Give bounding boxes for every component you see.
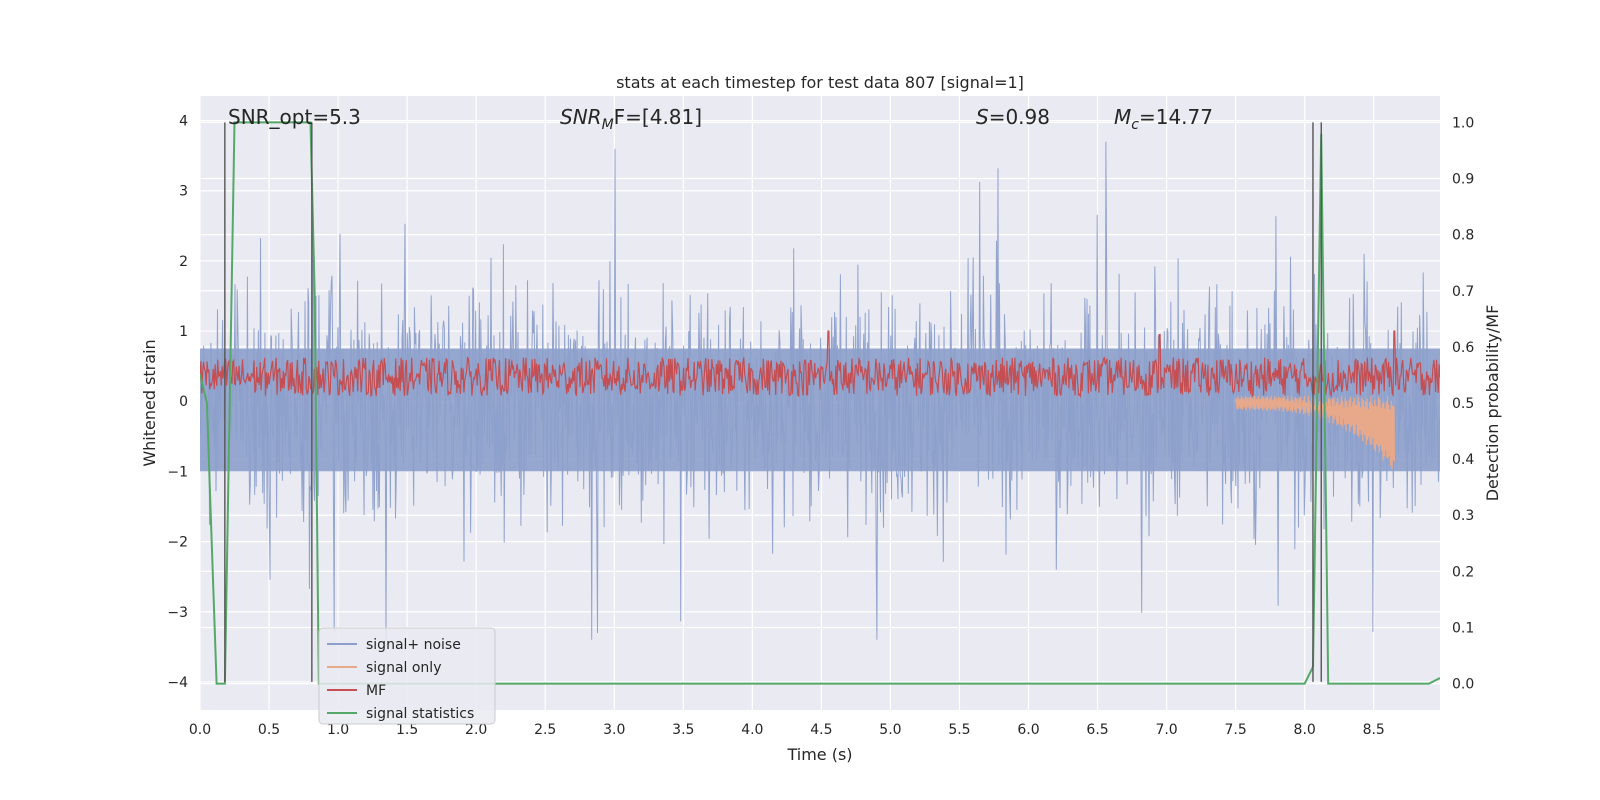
x-tick-label: 7.0: [1155, 722, 1177, 738]
x-tick-label: 8.5: [1363, 722, 1385, 738]
y-right-tick-label: 0.7: [1452, 284, 1474, 300]
s-symbol: S: [976, 105, 989, 129]
y-left-tick-label: −2: [167, 535, 188, 551]
x-tick-label: 6.5: [1086, 722, 1108, 738]
mc-annotation: Mc=14.77: [1114, 105, 1213, 133]
y-right-tick-label: 0.3: [1452, 508, 1474, 524]
snr-mf-sub: M: [602, 117, 614, 133]
x-tick-label: 5.0: [879, 722, 901, 738]
x-tick-label: 2.0: [465, 722, 487, 738]
y-right-tick-labels: 0.0 0.1 0.2 0.3 0.4 0.5 0.6 0.7 0.8 0.9 1.0: [1452, 115, 1474, 692]
x-tick-label: 3.0: [603, 722, 625, 738]
chart-title: stats at each timestep for test data 807…: [616, 73, 1024, 92]
legend-label: MF: [366, 683, 386, 699]
signal-only-line: [1235, 395, 1395, 470]
s-annotation: S=0.98: [976, 105, 1050, 129]
snr-mf-rest: F=[4.81]: [614, 105, 702, 129]
y-left-axis-label: Whitened strain: [140, 339, 159, 466]
x-tick-label: 2.5: [534, 722, 556, 738]
y-right-tick-label: 0.0: [1452, 677, 1474, 693]
y-right-axis-label: Detection probability/MF: [1483, 305, 1502, 502]
x-tick-label: 7.5: [1225, 722, 1247, 738]
legend-label: signal statistics: [366, 706, 474, 722]
signal-noise-band: [200, 348, 1440, 472]
x-tick-label: 1.5: [396, 722, 418, 738]
y-left-tick-label: 1: [179, 324, 188, 340]
y-left-tick-labels: −4 −3 −2 −1 0 1 2 3 4: [167, 114, 188, 691]
y-left-tick-label: −4: [167, 675, 188, 691]
x-tick-label: 4.5: [810, 722, 832, 738]
series-layer: [200, 121, 1440, 685]
y-right-tick-label: 0.4: [1452, 452, 1474, 468]
y-right-tick-label: 0.1: [1452, 620, 1474, 636]
y-right-tick-label: 0.2: [1452, 564, 1474, 580]
y-left-tick-label: 0: [179, 394, 188, 410]
x-tick-label: 4.0: [741, 722, 763, 738]
x-axis-label: Time (s): [786, 745, 852, 764]
y-right-tick-label: 0.8: [1452, 228, 1474, 244]
y-left-tick-label: 2: [179, 254, 188, 270]
x-tick-label: 6.0: [1017, 722, 1039, 738]
x-tick-label: 0.5: [258, 722, 280, 738]
legend-label: signal only: [366, 660, 441, 676]
y-right-tick-label: 0.6: [1452, 340, 1474, 356]
mc-base: M: [1114, 105, 1131, 129]
signal-statistics-line: [200, 121, 1440, 685]
y-left-tick-label: −1: [167, 464, 188, 480]
x-tick-label: 3.5: [672, 722, 694, 738]
mf-line: [200, 330, 1440, 399]
snr-mf-annotation: SNRMF=[4.81]: [560, 105, 702, 133]
y-left-tick-label: −3: [167, 605, 188, 621]
mc-sub: c: [1131, 117, 1139, 133]
legend: signal+ noise signal only MF signal statist…: [318, 627, 496, 725]
x-tick-label: 1.0: [327, 722, 349, 738]
vertical-markers: [224, 122, 1322, 682]
y-right-tick-label: 0.5: [1452, 396, 1474, 412]
y-left-tick-label: 4: [179, 114, 188, 130]
snr-mf-base: SNR: [560, 105, 602, 129]
x-tick-label: 0.0: [189, 722, 211, 738]
s-value: =0.98: [989, 105, 1050, 129]
y-right-tick-label: 0.9: [1452, 172, 1474, 188]
y-right-tick-label: 1.0: [1452, 115, 1474, 131]
x-tick-labels: 0.0 0.5 1.0 1.5 2.0 2.5 3.0 3.5 4.0 4.5 5.0 5.5 6.0 6…: [189, 722, 1385, 738]
snr-opt-annotation: SNR_opt=5.3: [228, 105, 361, 129]
mc-value: =14.77: [1139, 105, 1213, 129]
x-tick-label: 8.0: [1294, 722, 1316, 738]
y-left-tick-label: 3: [179, 184, 188, 200]
x-tick-label: 5.5: [948, 722, 970, 738]
legend-label: signal+ noise: [366, 637, 461, 653]
